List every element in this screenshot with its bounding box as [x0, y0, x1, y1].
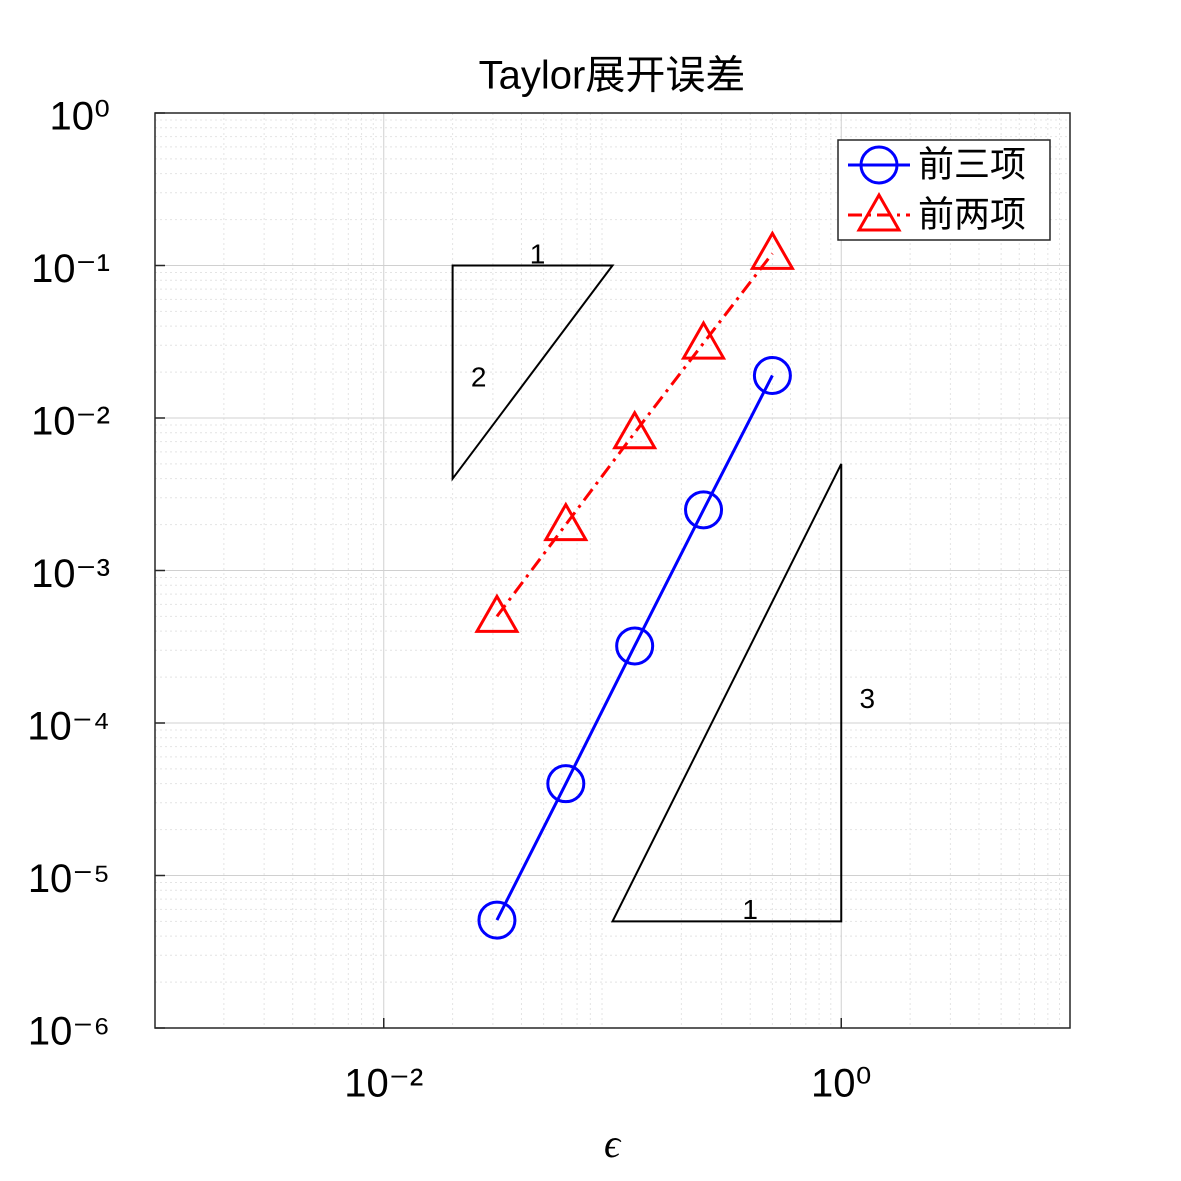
- marker: [749, 230, 795, 270]
- x-tick-label: 10⁰: [811, 1062, 872, 1106]
- y-tick-label: 10⁻⁶: [28, 1010, 110, 1054]
- legend-box: [837, 139, 1051, 241]
- slope-triangle: [451, 264, 615, 482]
- marker: [612, 409, 658, 450]
- y-tick-label: 10⁻⁵: [28, 857, 110, 901]
- marker: [684, 490, 724, 530]
- legend-marker: [856, 191, 902, 232]
- marker: [546, 764, 586, 804]
- x-tick-label: 10⁻²: [344, 1062, 423, 1106]
- series-line: [495, 252, 774, 618]
- legend-label: 前两项: [918, 194, 1026, 235]
- series-line: [495, 374, 774, 921]
- x-axis-label: ϵ: [604, 1121, 622, 1166]
- legend-label: 前三项: [918, 144, 1026, 185]
- slope-label: 1: [742, 894, 758, 925]
- chart-title: Taylor展开误差: [479, 54, 746, 98]
- marker: [615, 626, 655, 666]
- y-tick-label: 10⁻²: [31, 400, 110, 444]
- axes-box: [154, 112, 1071, 1029]
- y-tick-label: 10⁻⁴: [27, 705, 110, 749]
- y-tick-label: 10⁰: [49, 95, 110, 139]
- y-tick-label: 10⁻¹: [31, 247, 110, 291]
- marker: [543, 501, 589, 542]
- slope-triangle: [610, 463, 843, 923]
- marker: [474, 593, 520, 633]
- y-tick-label: 10⁻³: [31, 552, 110, 596]
- slope-label: 2: [471, 361, 487, 392]
- legend-marker: [859, 145, 899, 185]
- marker: [477, 900, 517, 940]
- marker: [680, 320, 727, 360]
- slope-label: 3: [860, 683, 876, 714]
- marker: [752, 355, 792, 395]
- slope-label: 1: [530, 239, 546, 270]
